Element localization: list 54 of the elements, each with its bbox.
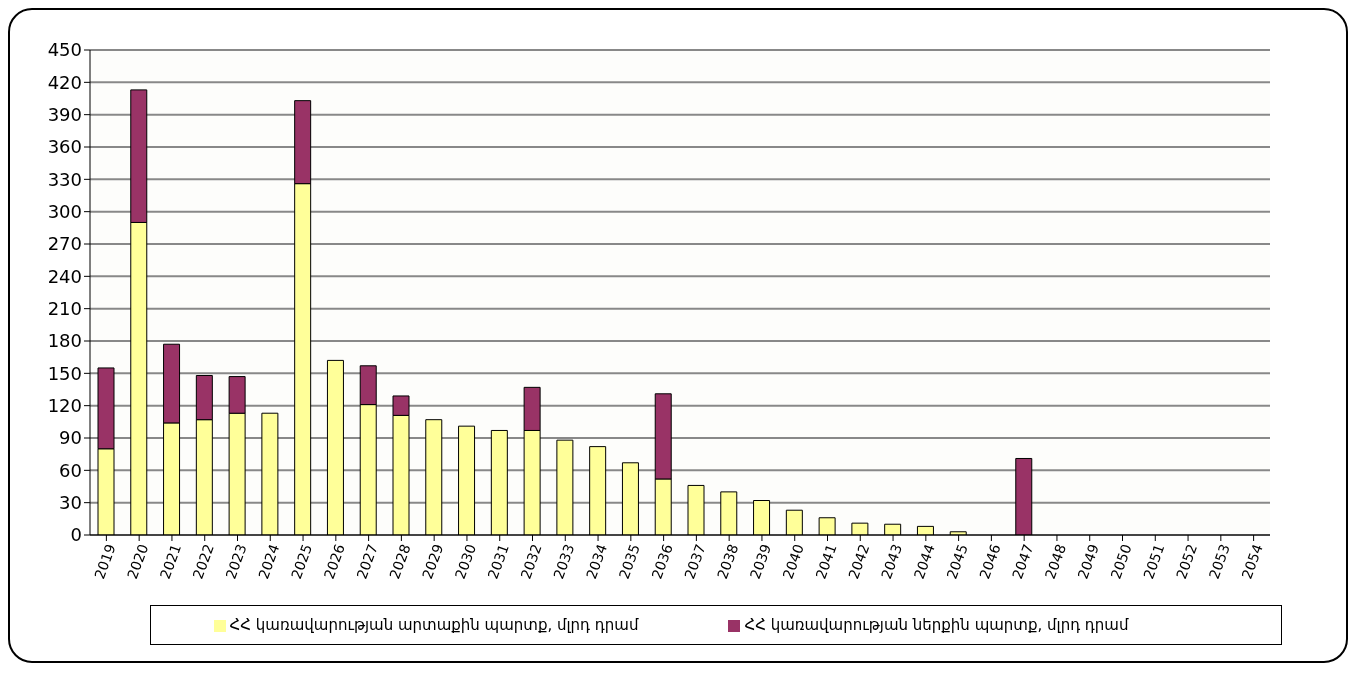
y-tick-label: 300 [47,201,82,223]
x-tick-label: 2034 [582,541,611,581]
x-tick-label: 2049 [1074,541,1102,581]
x-tick-label: 2019 [91,541,119,581]
y-tick-label: 30 [59,492,82,514]
x-tick-label: 2053 [1205,541,1233,581]
y-tick-label: 210 [47,298,82,320]
x-tick-label: 2020 [124,541,152,581]
x-tick-label: 2047 [1009,541,1037,581]
legend-label: ՀՀ կառավարության ներքին պարտք, մլրդ դրամ [744,616,1129,634]
x-tick-label: 2048 [1041,541,1070,581]
y-tick-label: 240 [47,265,82,287]
y-tick-label: 120 [47,395,82,417]
y-tick-label: 330 [47,168,82,190]
y-tick-label: 150 [47,362,82,384]
x-tick-label: 2044 [910,541,939,581]
y-tick-label: 180 [47,330,82,352]
x-tick-label: 2028 [386,541,414,581]
x-tick-label: 2021 [156,541,185,581]
x-tick-label: 2042 [845,541,873,581]
y-tick-label: 360 [47,136,82,158]
x-tick-label: 2024 [255,541,283,581]
y-tick-label: 60 [59,459,82,481]
y-tick-label: 420 [47,71,82,93]
x-tick-label: 2046 [976,541,1004,581]
x-tick-label: 2022 [189,541,217,581]
x-tick-label: 2050 [1107,541,1135,581]
x-tick-label: 2029 [419,541,447,581]
y-tick-label: 390 [47,104,82,126]
x-tick-label: 2033 [550,541,578,581]
x-tick-label: 2026 [320,541,349,581]
x-tick-label: 2043 [877,541,906,581]
x-tick-label: 2023 [222,541,250,581]
x-tick-label: 2030 [451,541,480,581]
y-tick-label: 450 [47,39,82,61]
legend-label: ՀՀ կառավարության արտաքին պարտք, մլրդ դրամ [229,616,639,634]
x-tick-label: 2045 [943,541,971,581]
x-tick-label: 2035 [615,541,643,581]
y-tick-label: 90 [59,427,82,449]
x-tick-label: 2054 [1238,541,1266,581]
y-tick-label: 0 [70,524,82,546]
x-tick-label: 2041 [812,541,840,581]
x-tick-label: 2031 [484,541,512,581]
x-tick-label: 2038 [714,541,742,581]
x-tick-label: 2036 [648,541,676,581]
y-tick-label: 270 [47,233,82,255]
x-tick-label: 2032 [517,541,545,581]
x-tick-label: 2025 [287,541,316,581]
x-tick-label: 2040 [779,541,807,581]
x-tick-label: 2051 [1140,541,1168,581]
x-tick-label: 2027 [353,541,381,581]
x-tick-label: 2039 [746,541,775,581]
x-tick-label: 2052 [1172,541,1201,581]
x-tick-label: 2037 [681,541,709,581]
